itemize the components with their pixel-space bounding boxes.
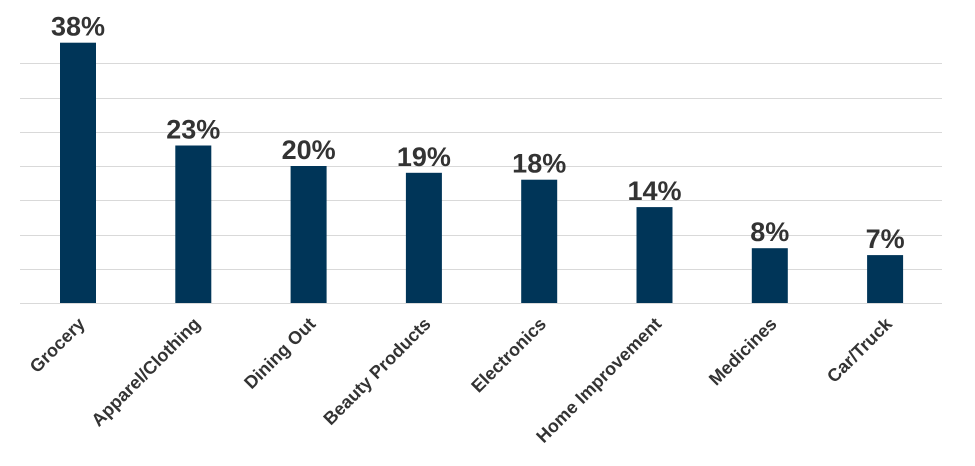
bar-beauty-products (405, 172, 442, 303)
category-label: Home Improvement (532, 314, 665, 447)
value-label: 23% (166, 115, 220, 145)
category-label: Beauty Products (319, 314, 434, 429)
value-labels: 38% 23% 20% 19% 18% 14% 8% 7% (51, 12, 905, 254)
bar-home-improvement (636, 207, 673, 303)
value-label: 7% (866, 224, 905, 254)
category-label: Car/Truck (823, 313, 897, 387)
category-label: Apparel/Clothing (87, 314, 204, 431)
bar-dining-out (290, 166, 327, 303)
value-label: 14% (627, 176, 681, 206)
value-label: 38% (51, 12, 105, 42)
bar-medicines (751, 248, 788, 303)
category-label: Grocery (26, 314, 89, 377)
value-label: 8% (750, 217, 789, 247)
value-label: 20% (282, 135, 336, 165)
value-label: 18% (512, 149, 566, 179)
gridlines (20, 63, 942, 304)
category-label: Electronics (467, 314, 550, 397)
category-label: Dining Out (240, 314, 319, 393)
bars (60, 42, 904, 303)
bar-electronics (521, 179, 558, 303)
bar-car-truck (867, 255, 904, 303)
value-label: 19% (397, 142, 451, 172)
category-label: Medicines (705, 314, 781, 390)
bar-grocery (60, 42, 96, 303)
bar-apparel-clothing (175, 145, 212, 303)
